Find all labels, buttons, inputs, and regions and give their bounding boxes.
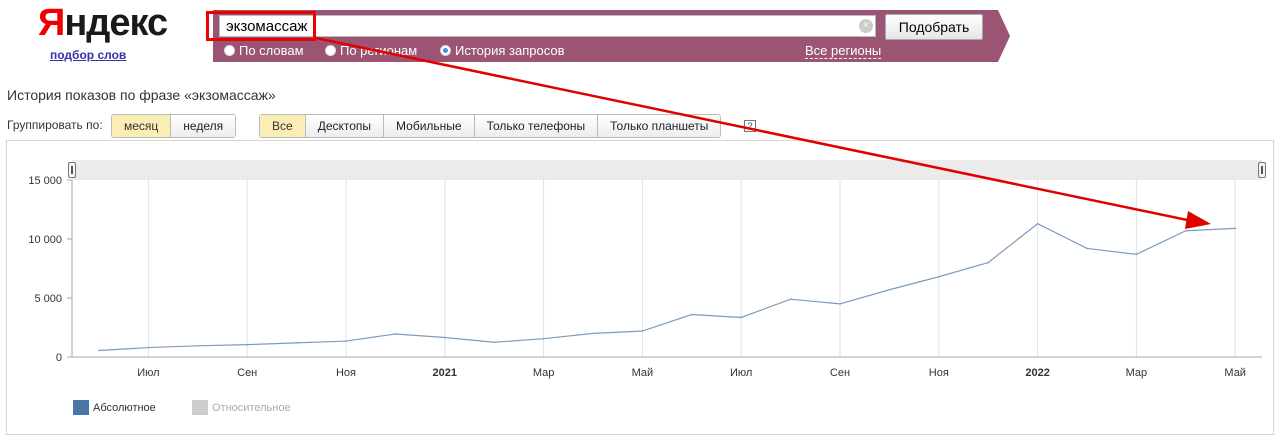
data-point	[394, 333, 397, 335]
radio-icon	[224, 45, 235, 56]
series-line-absolute	[98, 222, 1236, 352]
x-tick-label: Сен	[237, 367, 257, 379]
group-by-toggle: месяц неделя	[111, 114, 237, 138]
x-tick-label: Сен	[830, 367, 850, 379]
logo-first-letter: Я	[38, 2, 65, 44]
x-tick-label: Мар	[1126, 367, 1148, 379]
data-point	[1185, 229, 1187, 232]
mode-label: По словам	[239, 43, 304, 58]
y-tick-label: 15 000	[28, 175, 62, 187]
data-point	[592, 332, 594, 335]
data-point	[641, 330, 644, 332]
x-tick-label: Ноя	[336, 367, 356, 379]
data-point	[345, 340, 347, 342]
logo-rest: ндекс	[64, 2, 168, 44]
help-icon[interactable]: ?	[744, 120, 756, 132]
legend-absolute[interactable]: Абсолютное	[73, 400, 156, 415]
data-point	[147, 346, 150, 349]
data-point	[246, 343, 248, 346]
y-tick-label: 0	[56, 352, 62, 364]
data-point	[691, 313, 693, 316]
data-point	[839, 303, 841, 305]
mode-history[interactable]: История запросов	[440, 43, 565, 58]
data-point	[444, 336, 446, 339]
search-bar-arrow	[998, 10, 1010, 62]
data-point	[789, 298, 792, 300]
radio-icon	[325, 45, 336, 56]
data-point	[1234, 227, 1236, 230]
wordstat-link[interactable]: подбор слов	[50, 48, 127, 62]
range-handle-left[interactable]	[68, 162, 76, 178]
chart-panel	[6, 140, 1274, 435]
legend-relative[interactable]: Относительное	[192, 400, 291, 415]
data-point	[987, 261, 989, 264]
data-point	[197, 344, 199, 347]
range-handle-right[interactable]	[1258, 162, 1266, 178]
device-mobile-button[interactable]: Мобильные	[383, 115, 474, 137]
x-tick-label: Май	[1224, 367, 1246, 379]
x-tick-label: Июл	[730, 367, 752, 379]
group-month-button[interactable]: месяц	[112, 115, 171, 137]
data-point	[1135, 253, 1138, 256]
device-all-button[interactable]: Все	[260, 115, 305, 137]
mode-label: История запросов	[455, 43, 565, 58]
x-tick-label: 2022	[1025, 367, 1049, 379]
group-by-label: Группировать по:	[7, 118, 103, 132]
y-tick-label: 5 000	[34, 293, 62, 305]
x-tick-label: Май	[632, 367, 654, 379]
device-filter: Все Десктопы Мобильные Только телефоны Т…	[259, 114, 722, 138]
device-phones-button[interactable]: Только телефоны	[473, 115, 598, 137]
page-title: История показов по фразе «экзомассаж»	[7, 87, 276, 103]
x-tick-label: Ноя	[929, 367, 949, 379]
group-week-button[interactable]: неделя	[170, 115, 236, 137]
all-regions-link[interactable]: Все регионы	[805, 43, 882, 59]
data-point	[295, 342, 298, 344]
clear-icon[interactable]: ×	[859, 19, 873, 33]
legend-label: Относительное	[212, 402, 291, 414]
x-tick-label: 2021	[433, 367, 457, 379]
data-point	[1036, 222, 1039, 225]
y-tick-label: 10 000	[28, 234, 62, 246]
data-point	[740, 316, 742, 319]
data-point	[493, 341, 496, 344]
annotation-arrow-head	[1185, 211, 1211, 229]
search-button[interactable]: Подобрать	[885, 14, 983, 40]
data-point	[542, 337, 545, 340]
radio-checked-icon	[440, 45, 451, 56]
device-desktop-button[interactable]: Десктопы	[304, 115, 384, 137]
device-tablets-button[interactable]: Только планшеты	[597, 115, 721, 137]
legend-swatch	[73, 400, 89, 415]
query-highlight-box	[206, 11, 316, 41]
yandex-logo[interactable]: Яндекс	[38, 2, 168, 45]
x-tick-label: Июл	[137, 367, 159, 379]
x-tick-label: Мар	[533, 367, 555, 379]
legend-label: Абсолютное	[93, 402, 156, 414]
data-point	[888, 288, 891, 291]
legend-swatch-disabled-icon	[192, 400, 208, 415]
annotation-arrow-line	[315, 36, 1193, 223]
mode-by-words[interactable]: По словам	[224, 43, 304, 58]
search-input[interactable]: экзомассаж	[219, 15, 876, 37]
data-point	[1086, 247, 1088, 250]
range-navigator[interactable]	[72, 160, 1262, 180]
data-point	[938, 275, 940, 278]
data-point	[98, 349, 100, 352]
